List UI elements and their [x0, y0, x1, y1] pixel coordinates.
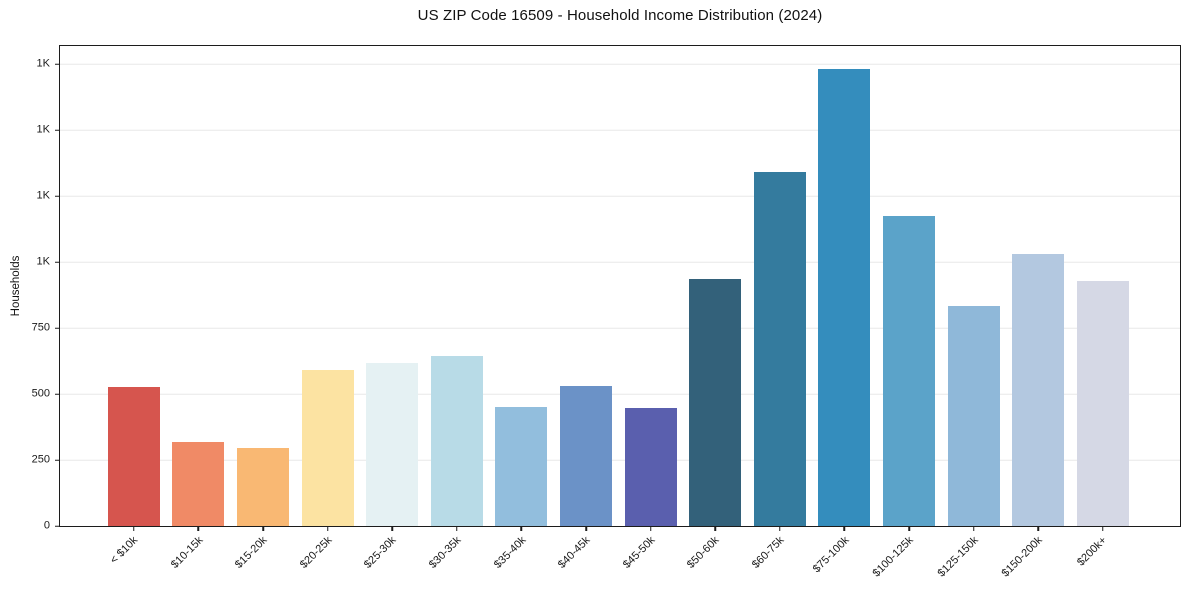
bar — [1012, 253, 1065, 526]
x-tick-label: < $10k — [108, 534, 141, 567]
plot-area: 0 250 500 750 1K 1K 1K 1K < $10k $10-15k $15-20k $2… — [32, 45, 1181, 580]
bar — [172, 442, 225, 526]
x-tick-label: $30-35k — [426, 534, 464, 571]
x-tick-mark — [391, 526, 393, 531]
bar — [430, 356, 483, 526]
y-axis-label: Households — [10, 255, 22, 317]
x-tick-label: $25-30k — [362, 534, 399, 571]
bar — [1076, 280, 1129, 526]
bar — [301, 370, 354, 526]
x-tick-mark — [520, 526, 523, 531]
x-tick-label: $150-200k — [999, 534, 1045, 580]
x-tick-mark — [779, 526, 781, 531]
x-tick-mark — [1102, 526, 1104, 531]
gridline — [60, 327, 1180, 329]
gridline — [60, 393, 1180, 395]
y-tick-label: 1K — [36, 255, 50, 268]
x-tick-label: $60-75k — [749, 534, 787, 571]
x-tick-mark — [197, 526, 200, 531]
x-tick-mark — [908, 526, 910, 531]
y-tick-mark — [55, 129, 60, 131]
x-tick-label: $40-45k — [556, 534, 593, 571]
bar — [624, 408, 677, 526]
bar — [237, 447, 289, 526]
bar — [495, 407, 548, 526]
bar — [689, 279, 742, 526]
x-tick-mark — [972, 526, 975, 531]
gridline — [60, 261, 1180, 263]
y-tick-mark — [55, 525, 60, 527]
x-tick-label: $45-50k — [620, 534, 658, 571]
y-tick-label: 250 — [31, 453, 50, 466]
x-tick-mark — [843, 526, 846, 531]
x-tick-label: $125-150k — [935, 534, 981, 580]
y-tick-label: 1K — [36, 123, 50, 136]
bar — [947, 305, 1000, 526]
x-tick-mark — [649, 526, 652, 531]
bar — [560, 386, 612, 526]
y-tick-label: 500 — [31, 387, 50, 400]
bar — [107, 387, 160, 526]
y-tick-label: 1K — [36, 189, 50, 202]
bar — [366, 363, 419, 526]
y-tick-mark — [55, 63, 60, 65]
x-tick-mark — [1037, 526, 1039, 531]
y-tick-label: 0 — [43, 519, 50, 532]
x-tick-mark — [456, 526, 458, 531]
x-tick-label: $50-60k — [685, 534, 722, 571]
gridline — [60, 129, 1180, 131]
bar — [753, 172, 806, 526]
gridline — [60, 195, 1180, 197]
x-tick-mark — [133, 526, 135, 531]
y-tick-label: 1K — [36, 57, 50, 70]
x-tick-mark — [326, 526, 329, 531]
x-tick-label: $35-40k — [491, 534, 529, 571]
gridline — [60, 63, 1180, 65]
y-tick-mark — [55, 195, 60, 197]
y-tick-mark — [55, 459, 60, 461]
x-tick-label: $20-25k — [297, 534, 335, 571]
y-tick-mark — [55, 327, 60, 329]
x-tick-label: $100-125k — [870, 534, 916, 580]
x-tick-label: $75-100k — [810, 534, 852, 576]
y-tick-mark — [55, 261, 60, 263]
x-tick-mark — [585, 526, 587, 531]
x-tick-mark — [714, 526, 716, 531]
x-tick-label: $200k+ — [1075, 534, 1110, 569]
y-tick-label: 750 — [31, 321, 50, 334]
x-tick-label: $15-20k — [233, 534, 270, 571]
y-tick-mark — [55, 393, 60, 395]
x-tick-mark — [262, 526, 264, 531]
bar — [818, 69, 871, 526]
chart-title: US ZIP Code 16509 - Household Income Dis… — [417, 7, 823, 24]
x-tick-label: $10-15k — [168, 534, 206, 571]
gridline — [60, 459, 1180, 461]
bar — [883, 216, 935, 526]
